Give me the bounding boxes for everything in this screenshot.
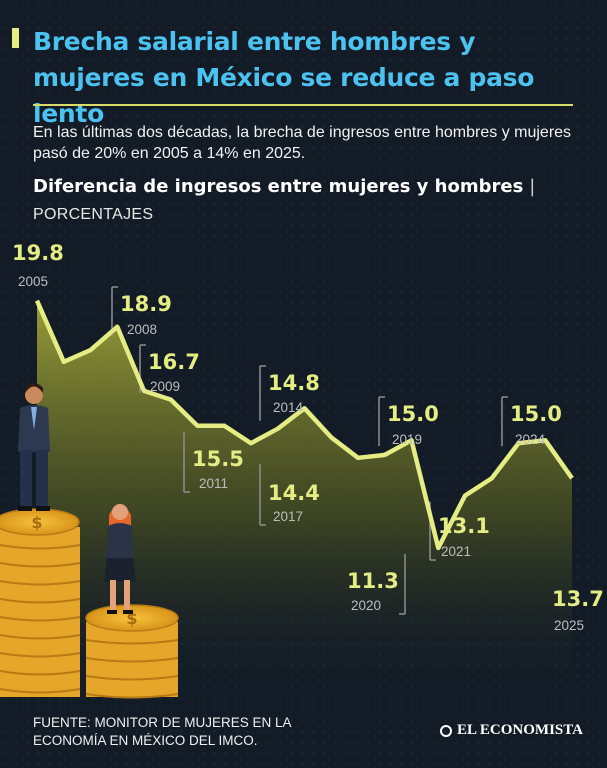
data-label-2020: 11.3 — [347, 569, 399, 593]
data-label-2008: 18.9 — [120, 292, 172, 316]
year-label-2019: 2019 — [392, 432, 422, 447]
series-line — [34, 299, 574, 551]
data-label-2024: 15.0 — [510, 402, 562, 426]
title-divider — [33, 104, 573, 106]
page-title: Brecha salarial entre hombres y mujeres … — [33, 27, 535, 128]
data-label-2005: 19.8 — [12, 241, 64, 265]
data-label-2009: 16.7 — [148, 350, 200, 374]
year-label-2021: 2021 — [441, 544, 471, 559]
coin-stack-women-illustration: $ — [85, 604, 179, 699]
svg-text:$: $ — [31, 513, 42, 532]
label-layer: 19.8 2005 18.9 2008 16.7 2009 15.5 2011 14.8 2014… — [12, 241, 604, 633]
source-note: FUENTE: MONITOR DE MUJERES EN LA ECONOMÍ… — [33, 715, 291, 748]
page-subtitle: En las últimas dos décadas, la brecha de… — [33, 124, 572, 162]
data-label-2021: 13.1 — [438, 514, 490, 538]
year-label-2024: 2024 — [515, 432, 546, 447]
title-accent-bar — [12, 28, 19, 48]
data-label-2014: 14.8 — [268, 371, 320, 395]
title-separator: | — [529, 176, 536, 197]
chart-title: Diferencia de ingresos entre mujeres y h… — [33, 176, 524, 197]
year-label-2008: 2008 — [127, 322, 157, 337]
connector-layer — [111, 286, 508, 615]
year-label-2005: 2005 — [18, 274, 48, 289]
woman-figure-illustration — [104, 504, 136, 614]
brand-logo-text: EL ECONOMISTA — [457, 722, 583, 738]
chart-unit-label: PORCENTAJES — [33, 206, 154, 223]
data-label-2017: 14.4 — [268, 481, 320, 505]
logo-mark-icon — [440, 724, 452, 737]
year-label-2009: 2009 — [150, 379, 180, 394]
data-label-2011: 15.5 — [192, 447, 244, 471]
year-label-2011: 2011 — [199, 476, 228, 491]
year-label-2020: 2020 — [351, 598, 381, 613]
line-layer — [34, 299, 574, 551]
year-label-2017: 2017 — [273, 509, 303, 524]
coin-stack-men-illustration: $ — [0, 508, 81, 697]
year-label-2025: 2025 — [554, 618, 584, 633]
chart-title-block: Diferencia de ingresos entre mujeres y h… — [33, 176, 535, 197]
year-label-2014: 2014 — [273, 400, 304, 415]
man-figure-illustration — [18, 383, 50, 511]
data-label-2025: 13.7 — [552, 587, 604, 611]
data-label-2019: 15.0 — [387, 402, 439, 426]
svg-text:$: $ — [126, 609, 137, 628]
brand-logo: EL ECONOMISTA — [440, 722, 583, 739]
